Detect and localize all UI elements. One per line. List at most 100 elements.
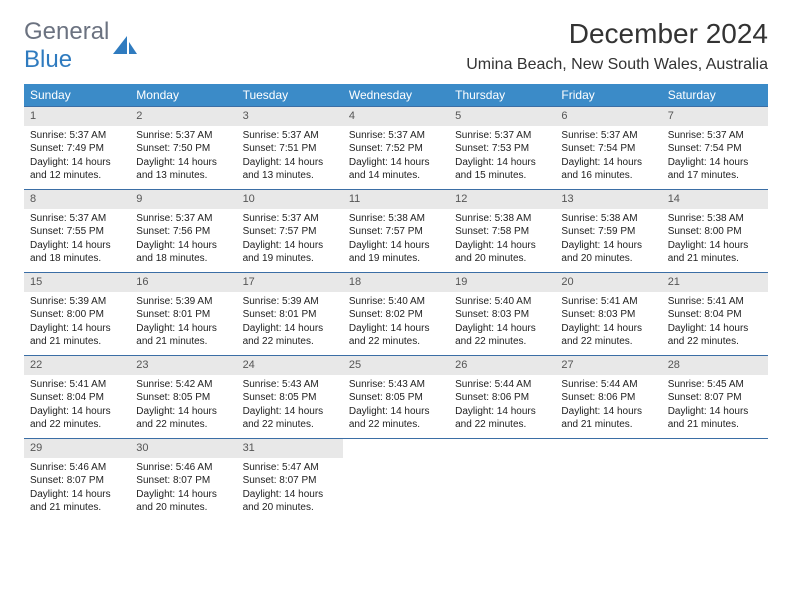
sunset-line: Sunset: 7:53 PM [455, 142, 549, 156]
sunrise-line: Sunrise: 5:45 AM [668, 378, 762, 392]
week-row: 15Sunrise: 5:39 AMSunset: 8:00 PMDayligh… [24, 272, 768, 355]
sunrise-line: Sunrise: 5:37 AM [349, 129, 443, 143]
day-content: Sunrise: 5:39 AMSunset: 8:01 PMDaylight:… [130, 292, 236, 355]
sunrise-line: Sunrise: 5:37 AM [243, 129, 337, 143]
daylight-line: Daylight: 14 hours and 21 minutes. [30, 488, 124, 515]
day-content: Sunrise: 5:45 AMSunset: 8:07 PMDaylight:… [662, 375, 768, 438]
day-cell: 10Sunrise: 5:37 AMSunset: 7:57 PMDayligh… [237, 190, 343, 272]
day-number: 26 [449, 356, 555, 375]
sunrise-line: Sunrise: 5:39 AM [243, 295, 337, 309]
sunrise-line: Sunrise: 5:44 AM [561, 378, 655, 392]
day-number: 25 [343, 356, 449, 375]
day-number: 5 [449, 107, 555, 126]
day-cell: 21Sunrise: 5:41 AMSunset: 8:04 PMDayligh… [662, 273, 768, 355]
day-cell [343, 439, 449, 521]
daylight-line: Daylight: 14 hours and 13 minutes. [136, 156, 230, 183]
sunrise-line: Sunrise: 5:38 AM [455, 212, 549, 226]
daylight-line: Daylight: 14 hours and 21 minutes. [30, 322, 124, 349]
day-content: Sunrise: 5:37 AMSunset: 7:51 PMDaylight:… [237, 126, 343, 189]
sunset-line: Sunset: 8:00 PM [668, 225, 762, 239]
daylight-line: Daylight: 14 hours and 22 minutes. [243, 405, 337, 432]
day-cell: 23Sunrise: 5:42 AMSunset: 8:05 PMDayligh… [130, 356, 236, 438]
day-cell: 31Sunrise: 5:47 AMSunset: 8:07 PMDayligh… [237, 439, 343, 521]
daylight-line: Daylight: 14 hours and 22 minutes. [349, 405, 443, 432]
day-number: 9 [130, 190, 236, 209]
sunrise-line: Sunrise: 5:43 AM [349, 378, 443, 392]
day-content: Sunrise: 5:37 AMSunset: 7:49 PMDaylight:… [24, 126, 130, 189]
header: General Blue December 2024 Umina Beach, … [24, 18, 768, 74]
daylight-line: Daylight: 14 hours and 22 minutes. [455, 322, 549, 349]
day-content: Sunrise: 5:41 AMSunset: 8:04 PMDaylight:… [24, 375, 130, 438]
daylight-line: Daylight: 14 hours and 19 minutes. [243, 239, 337, 266]
daylight-line: Daylight: 14 hours and 14 minutes. [349, 156, 443, 183]
sunset-line: Sunset: 8:07 PM [668, 391, 762, 405]
day-cell: 9Sunrise: 5:37 AMSunset: 7:56 PMDaylight… [130, 190, 236, 272]
daylight-line: Daylight: 14 hours and 18 minutes. [136, 239, 230, 266]
day-content: Sunrise: 5:41 AMSunset: 8:04 PMDaylight:… [662, 292, 768, 355]
day-content: Sunrise: 5:42 AMSunset: 8:05 PMDaylight:… [130, 375, 236, 438]
day-content: Sunrise: 5:37 AMSunset: 7:53 PMDaylight:… [449, 126, 555, 189]
day-cell: 7Sunrise: 5:37 AMSunset: 7:54 PMDaylight… [662, 107, 768, 189]
day-header: Thursday [449, 84, 555, 106]
day-content: Sunrise: 5:43 AMSunset: 8:05 PMDaylight:… [237, 375, 343, 438]
sunset-line: Sunset: 8:04 PM [668, 308, 762, 322]
sunset-line: Sunset: 7:54 PM [668, 142, 762, 156]
sunset-line: Sunset: 8:06 PM [455, 391, 549, 405]
day-number: 20 [555, 273, 661, 292]
day-cell: 20Sunrise: 5:41 AMSunset: 8:03 PMDayligh… [555, 273, 661, 355]
daylight-line: Daylight: 14 hours and 18 minutes. [30, 239, 124, 266]
sunset-line: Sunset: 8:01 PM [136, 308, 230, 322]
sunset-line: Sunset: 8:03 PM [561, 308, 655, 322]
daylight-line: Daylight: 14 hours and 22 minutes. [349, 322, 443, 349]
day-cell: 11Sunrise: 5:38 AMSunset: 7:57 PMDayligh… [343, 190, 449, 272]
day-cell: 6Sunrise: 5:37 AMSunset: 7:54 PMDaylight… [555, 107, 661, 189]
day-cell: 26Sunrise: 5:44 AMSunset: 8:06 PMDayligh… [449, 356, 555, 438]
sunset-line: Sunset: 7:54 PM [561, 142, 655, 156]
day-number: 31 [237, 439, 343, 458]
day-number: 12 [449, 190, 555, 209]
day-cell: 19Sunrise: 5:40 AMSunset: 8:03 PMDayligh… [449, 273, 555, 355]
daylight-line: Daylight: 14 hours and 13 minutes. [243, 156, 337, 183]
sunrise-line: Sunrise: 5:40 AM [455, 295, 549, 309]
sunset-line: Sunset: 8:07 PM [136, 474, 230, 488]
sunset-line: Sunset: 7:57 PM [349, 225, 443, 239]
week-row: 29Sunrise: 5:46 AMSunset: 8:07 PMDayligh… [24, 438, 768, 521]
location: Umina Beach, New South Wales, Australia [466, 56, 768, 74]
day-cell: 16Sunrise: 5:39 AMSunset: 8:01 PMDayligh… [130, 273, 236, 355]
day-number: 28 [662, 356, 768, 375]
sunrise-line: Sunrise: 5:39 AM [136, 295, 230, 309]
day-header: Sunday [24, 84, 130, 106]
day-number: 24 [237, 356, 343, 375]
day-content: Sunrise: 5:46 AMSunset: 8:07 PMDaylight:… [130, 458, 236, 521]
sunrise-line: Sunrise: 5:47 AM [243, 461, 337, 475]
daylight-line: Daylight: 14 hours and 20 minutes. [561, 239, 655, 266]
calendar: SundayMondayTuesdayWednesdayThursdayFrid… [24, 84, 768, 521]
sunset-line: Sunset: 7:56 PM [136, 225, 230, 239]
day-header: Saturday [662, 84, 768, 106]
day-cell: 8Sunrise: 5:37 AMSunset: 7:55 PMDaylight… [24, 190, 130, 272]
sunset-line: Sunset: 8:02 PM [349, 308, 443, 322]
day-content: Sunrise: 5:46 AMSunset: 8:07 PMDaylight:… [24, 458, 130, 521]
weeks-container: 1Sunrise: 5:37 AMSunset: 7:49 PMDaylight… [24, 106, 768, 521]
sunrise-line: Sunrise: 5:37 AM [243, 212, 337, 226]
sunset-line: Sunset: 8:04 PM [30, 391, 124, 405]
day-content: Sunrise: 5:38 AMSunset: 7:59 PMDaylight:… [555, 209, 661, 272]
sunrise-line: Sunrise: 5:44 AM [455, 378, 549, 392]
month-title: December 2024 [466, 18, 768, 50]
day-cell: 27Sunrise: 5:44 AMSunset: 8:06 PMDayligh… [555, 356, 661, 438]
day-number: 15 [24, 273, 130, 292]
sunrise-line: Sunrise: 5:37 AM [30, 129, 124, 143]
day-content: Sunrise: 5:38 AMSunset: 7:57 PMDaylight:… [343, 209, 449, 272]
day-cell: 30Sunrise: 5:46 AMSunset: 8:07 PMDayligh… [130, 439, 236, 521]
day-header: Tuesday [237, 84, 343, 106]
day-content: Sunrise: 5:37 AMSunset: 7:54 PMDaylight:… [555, 126, 661, 189]
sunrise-line: Sunrise: 5:46 AM [30, 461, 124, 475]
day-number: 23 [130, 356, 236, 375]
day-number: 3 [237, 107, 343, 126]
day-header: Monday [130, 84, 236, 106]
day-cell: 15Sunrise: 5:39 AMSunset: 8:00 PMDayligh… [24, 273, 130, 355]
daylight-line: Daylight: 14 hours and 22 minutes. [243, 322, 337, 349]
week-row: 8Sunrise: 5:37 AMSunset: 7:55 PMDaylight… [24, 189, 768, 272]
daylight-line: Daylight: 14 hours and 22 minutes. [30, 405, 124, 432]
daylight-line: Daylight: 14 hours and 20 minutes. [136, 488, 230, 515]
